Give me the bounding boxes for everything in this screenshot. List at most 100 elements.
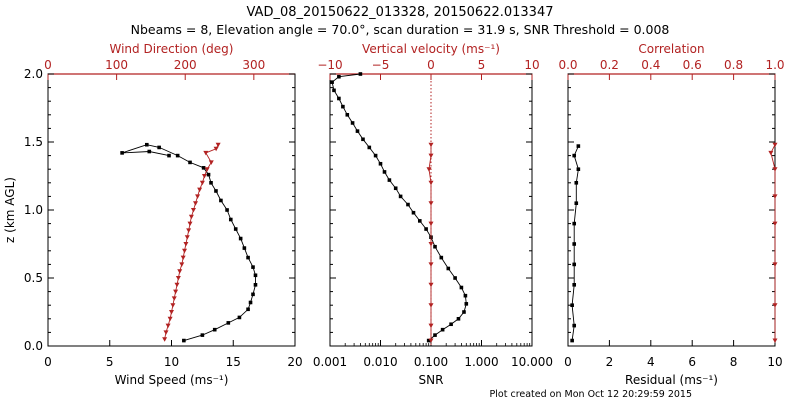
data-point <box>428 201 434 206</box>
data-point <box>214 189 218 193</box>
data-point <box>426 338 431 343</box>
title-line1: VAD_08_20150622_013328, 20150622.013347 <box>247 5 554 20</box>
data-point <box>251 265 255 269</box>
data-point <box>188 214 194 220</box>
data-point <box>570 303 574 307</box>
data-point <box>213 146 219 152</box>
data-point <box>157 145 161 150</box>
data-point <box>201 166 206 170</box>
data-point <box>428 142 434 148</box>
top-tick-label: 5 <box>478 58 486 72</box>
panel-1 <box>47 73 296 347</box>
top-tick-label: 200 <box>174 58 197 72</box>
data-point <box>453 276 457 280</box>
data-point <box>449 322 453 327</box>
data-point <box>337 74 341 79</box>
data-point <box>428 221 434 227</box>
y-tick-label: 1.5 <box>24 135 43 149</box>
data-point <box>572 262 577 267</box>
data-point <box>341 104 345 109</box>
data-point <box>574 201 579 205</box>
data-point <box>212 327 217 332</box>
bottom-tick-label: 0 <box>564 355 572 369</box>
data-point <box>440 327 445 332</box>
bottom-tick-label: 0.100 <box>414 355 448 369</box>
top-axis-label: Correlation <box>638 42 704 56</box>
data-point <box>406 202 410 207</box>
data-point <box>193 201 199 206</box>
data-point <box>772 194 778 199</box>
data-point <box>373 153 378 158</box>
bottom-tick-label: 2 <box>606 355 614 369</box>
data-point <box>411 210 416 215</box>
data-point <box>188 160 192 165</box>
data-point <box>570 338 574 343</box>
data-point <box>238 236 243 241</box>
title-line2: Nbeams = 8, Elevation angle = 70.0°, sca… <box>131 22 670 37</box>
data-point <box>204 167 210 172</box>
data-point <box>332 88 336 93</box>
data-point <box>574 181 579 185</box>
data-point <box>428 338 434 344</box>
data-point <box>772 221 778 227</box>
data-point <box>173 289 179 295</box>
data-point <box>209 181 213 185</box>
data-point <box>182 248 188 254</box>
data-point <box>195 194 201 199</box>
y-axis-label: z (km AGL) <box>3 177 17 243</box>
data-point <box>572 153 577 158</box>
top-tick-label: 0.6 <box>683 58 702 72</box>
data-point <box>433 244 437 249</box>
data-point <box>182 338 186 343</box>
data-point <box>428 180 434 186</box>
data-point <box>572 242 577 246</box>
top-tick-label: −10 <box>317 58 342 72</box>
data-point <box>215 142 221 148</box>
data-point <box>572 283 577 287</box>
top-tick-label: 0.0 <box>558 58 577 72</box>
top-tick-label: 1.0 <box>765 58 784 72</box>
data-point <box>772 262 778 267</box>
data-point <box>147 149 152 154</box>
data-point <box>145 142 149 147</box>
data-point <box>572 323 577 328</box>
bottom-tick-label: 5 <box>106 355 114 369</box>
top-tick-label: 0 <box>427 58 435 72</box>
data-point <box>190 208 196 213</box>
top-tick-label: −5 <box>372 58 390 72</box>
series-line <box>428 144 432 341</box>
data-point <box>428 303 434 308</box>
data-point <box>428 262 434 267</box>
top-tick-label: 0.4 <box>641 58 660 72</box>
bottom-tick-label: 10 <box>767 355 782 369</box>
bottom-tick-label: 15 <box>226 355 241 369</box>
data-point <box>428 323 434 329</box>
bottom-axis-label: Residual (ms⁻¹) <box>625 373 718 387</box>
data-point <box>428 153 434 159</box>
data-point <box>186 228 192 233</box>
data-point <box>197 187 203 193</box>
data-point <box>184 235 190 240</box>
data-point <box>225 208 229 212</box>
y-tick-label: 0.5 <box>24 271 43 285</box>
data-point <box>572 221 577 226</box>
panel-3-frame <box>567 73 776 347</box>
data-point <box>358 72 363 76</box>
top-tick-label: 0 <box>44 58 52 72</box>
data-point <box>367 145 372 150</box>
bottom-axis-label: Wind Speed (ms⁻¹) <box>115 373 229 387</box>
data-point <box>233 227 238 231</box>
data-point <box>248 300 253 305</box>
data-point <box>246 255 250 260</box>
bottom-tick-label: 1.000 <box>464 355 498 369</box>
y-tick-label: 1.0 <box>24 203 43 217</box>
data-point <box>424 227 428 231</box>
data-point <box>330 80 334 84</box>
data-point <box>417 219 422 223</box>
data-point <box>162 337 168 342</box>
bottom-tick-label: 20 <box>287 355 302 369</box>
data-point <box>345 113 350 117</box>
data-point <box>439 255 444 260</box>
